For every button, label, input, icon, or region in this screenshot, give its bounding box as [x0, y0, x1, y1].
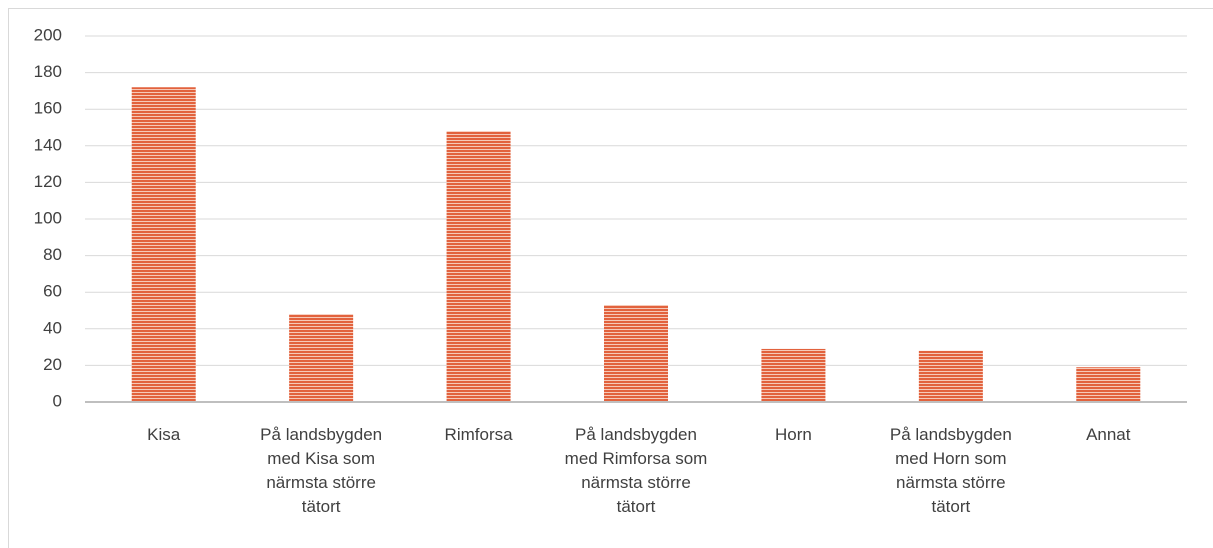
x-tick-label: På landsbygden med Horn som närmsta stör…	[889, 425, 1012, 516]
y-tick-label: 100	[34, 208, 62, 227]
bar	[289, 314, 354, 402]
y-tick-label: 0	[53, 391, 62, 410]
bar	[1076, 367, 1141, 402]
bar	[131, 87, 196, 403]
bar	[604, 305, 668, 402]
y-tick-label: 140	[34, 135, 62, 154]
y-tick-label: 200	[34, 25, 62, 44]
x-tick-label: Rimforsa	[444, 425, 513, 444]
y-tick-label: 160	[34, 99, 62, 118]
y-tick-label: 180	[34, 62, 62, 81]
x-tick-label: Annat	[1086, 425, 1131, 444]
x-tick-label: Kisa	[147, 425, 181, 444]
y-tick-label: 120	[34, 172, 62, 191]
y-tick-label: 20	[43, 355, 62, 374]
y-tick-label: 60	[43, 282, 62, 301]
x-tick-label: På landsbygden med Kisa som närmsta stör…	[260, 425, 383, 516]
x-tick-label: På landsbygden med Rimforsa som närmsta …	[564, 425, 708, 516]
x-tick-label: Horn	[774, 425, 812, 444]
y-tick-label: 80	[43, 245, 62, 264]
bar	[446, 131, 511, 402]
y-tick-label: 40	[43, 318, 62, 337]
bar	[761, 348, 826, 402]
chart-frame	[8, 8, 1213, 548]
bar	[918, 350, 983, 402]
